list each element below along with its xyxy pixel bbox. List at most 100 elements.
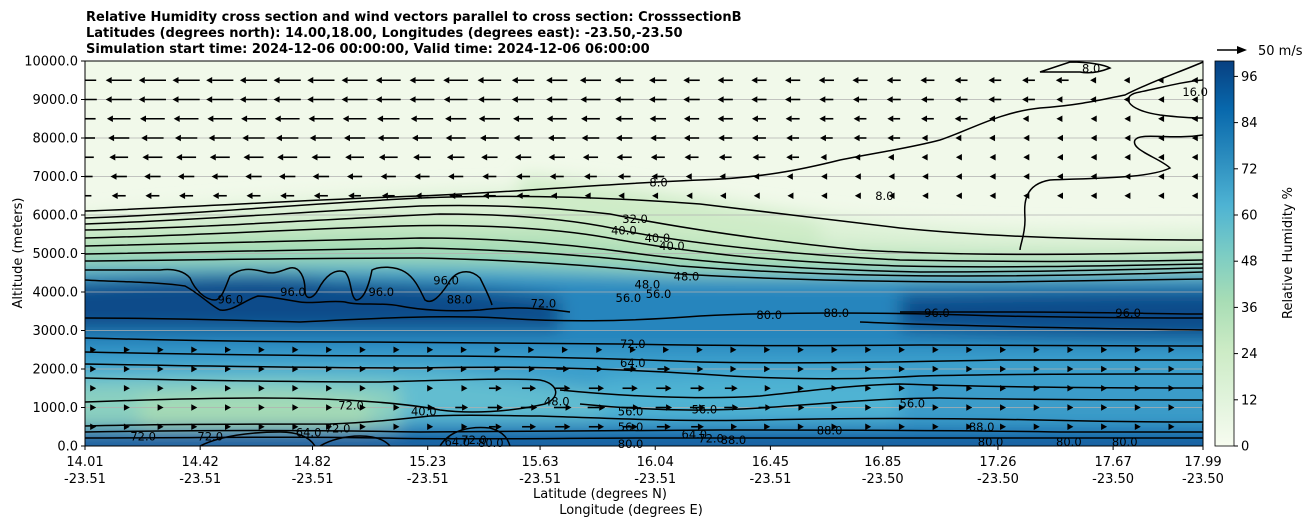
wind-arrow (797, 423, 804, 430)
wind-arrow (751, 77, 767, 84)
wind-arrow (292, 423, 299, 430)
wind-arrow (932, 385, 939, 392)
wind-arrow (307, 77, 335, 84)
wind-arrow (414, 173, 430, 180)
wind-arrow (922, 192, 929, 199)
wind-arrow (657, 365, 671, 373)
wind-arrow (393, 346, 400, 353)
contour-label: 88.0 (721, 433, 747, 447)
wind-arrow (292, 365, 299, 373)
wind-arrow (887, 134, 901, 142)
wind-arrow (751, 96, 767, 103)
wind-arrow (854, 154, 861, 161)
wind-arrow (239, 96, 268, 103)
wind-arrow (123, 423, 130, 430)
x-tick-label-lat: 16.45 (752, 455, 789, 470)
wind-arrow (587, 404, 606, 411)
wind-arrow (1191, 134, 1198, 142)
contour-label: 48.0 (674, 270, 700, 284)
wind-arrow (764, 365, 771, 373)
wind-arrow (415, 192, 429, 199)
contour-label: 56.0 (900, 397, 926, 411)
wind-arrow (139, 115, 165, 122)
wind-arrow (584, 173, 597, 180)
wind-arrow (292, 385, 299, 392)
wind-arrow (528, 365, 535, 373)
wind-arrow (494, 346, 501, 353)
wind-arrow (1067, 404, 1074, 411)
wind-arrow (966, 404, 973, 411)
wind-arrow (786, 173, 793, 180)
wind-arrow (1158, 192, 1165, 199)
wind-arrow (921, 115, 934, 122)
wind-arrow (831, 404, 838, 411)
x-tick-label-lat: 15.63 (521, 455, 558, 470)
wind-arrow (730, 365, 737, 373)
wind-arrow (514, 154, 532, 161)
colorbar-label: Relative Humidity % (1281, 187, 1296, 319)
colorbar-tick-label: 0 (1241, 440, 1249, 455)
y-tick-label: 6000.0 (33, 209, 79, 224)
wind-arrow (596, 346, 603, 353)
wind-arrow (409, 96, 435, 103)
wind-arrow (865, 404, 872, 411)
contour-label: 96.0 (280, 285, 306, 299)
colorbar-tick-label: 12 (1241, 393, 1258, 408)
wind-arrow (920, 77, 935, 84)
wind-arrow (443, 77, 469, 84)
wind-arrow (546, 96, 568, 103)
wind-arrow (179, 192, 194, 199)
wind-arrow (1124, 134, 1131, 142)
wind-arrow (579, 77, 602, 84)
wind-arrow (381, 192, 395, 199)
wind-arrow (461, 423, 468, 430)
contour-88-east (859, 321, 1203, 331)
wind-arrow (123, 404, 130, 411)
wind-arrow (191, 423, 198, 430)
wind-arrow (191, 365, 198, 373)
wind-arrow (1134, 423, 1141, 430)
wind-arrow (548, 154, 565, 161)
wind-arrow (173, 115, 199, 122)
wind-arrow (224, 385, 231, 392)
contour-band-a (85, 195, 1203, 241)
wind-arrow (157, 365, 164, 373)
wind-arrow (887, 154, 894, 161)
wind-arrow (1067, 423, 1074, 430)
contour-96-east (899, 311, 1203, 315)
wind-arrow (650, 134, 666, 142)
contour-label: 80.0 (978, 435, 1004, 449)
wind-arrow (989, 115, 996, 122)
wind-arrow (375, 77, 401, 84)
contour-label: 40.0 (411, 404, 437, 418)
wind-arrow (655, 404, 673, 411)
wind-arrow (477, 77, 502, 84)
x-tick-label-lat: 14.82 (294, 455, 331, 470)
x-tick-label-lat: 17.67 (1095, 455, 1132, 470)
wind-arrow (581, 134, 600, 142)
wind-arrow (1168, 385, 1175, 392)
x-tick-label-lat: 15.23 (409, 455, 446, 470)
wind-arrow (697, 365, 704, 373)
wind-arrow (785, 77, 801, 84)
wind-arrow (479, 134, 499, 142)
wind-arrow (377, 134, 399, 142)
x-tick-label-lon: -23.51 (407, 472, 449, 487)
wind-arrow (528, 346, 535, 353)
y-tick-label: 1000.0 (33, 401, 79, 416)
wind-arrow (955, 192, 962, 199)
contour-label: 56.0 (618, 404, 644, 418)
wind-arrow (1000, 404, 1007, 411)
wind-arrow (191, 385, 198, 392)
wind-arrow (280, 192, 295, 199)
wind-arrow (1157, 77, 1164, 84)
wind-arrow (345, 154, 364, 161)
wind-arrow (1158, 96, 1165, 103)
contour-label: 64.0 (296, 426, 322, 440)
wind-arrow (785, 115, 800, 122)
y-axis: 0.0 1000.0 2000.0 3000.0 4000.0 5000.0 6000.0 7… (24, 55, 85, 455)
wind-arrow (487, 404, 503, 411)
wind-arrow (854, 192, 861, 199)
wind-arrow (1090, 173, 1097, 180)
